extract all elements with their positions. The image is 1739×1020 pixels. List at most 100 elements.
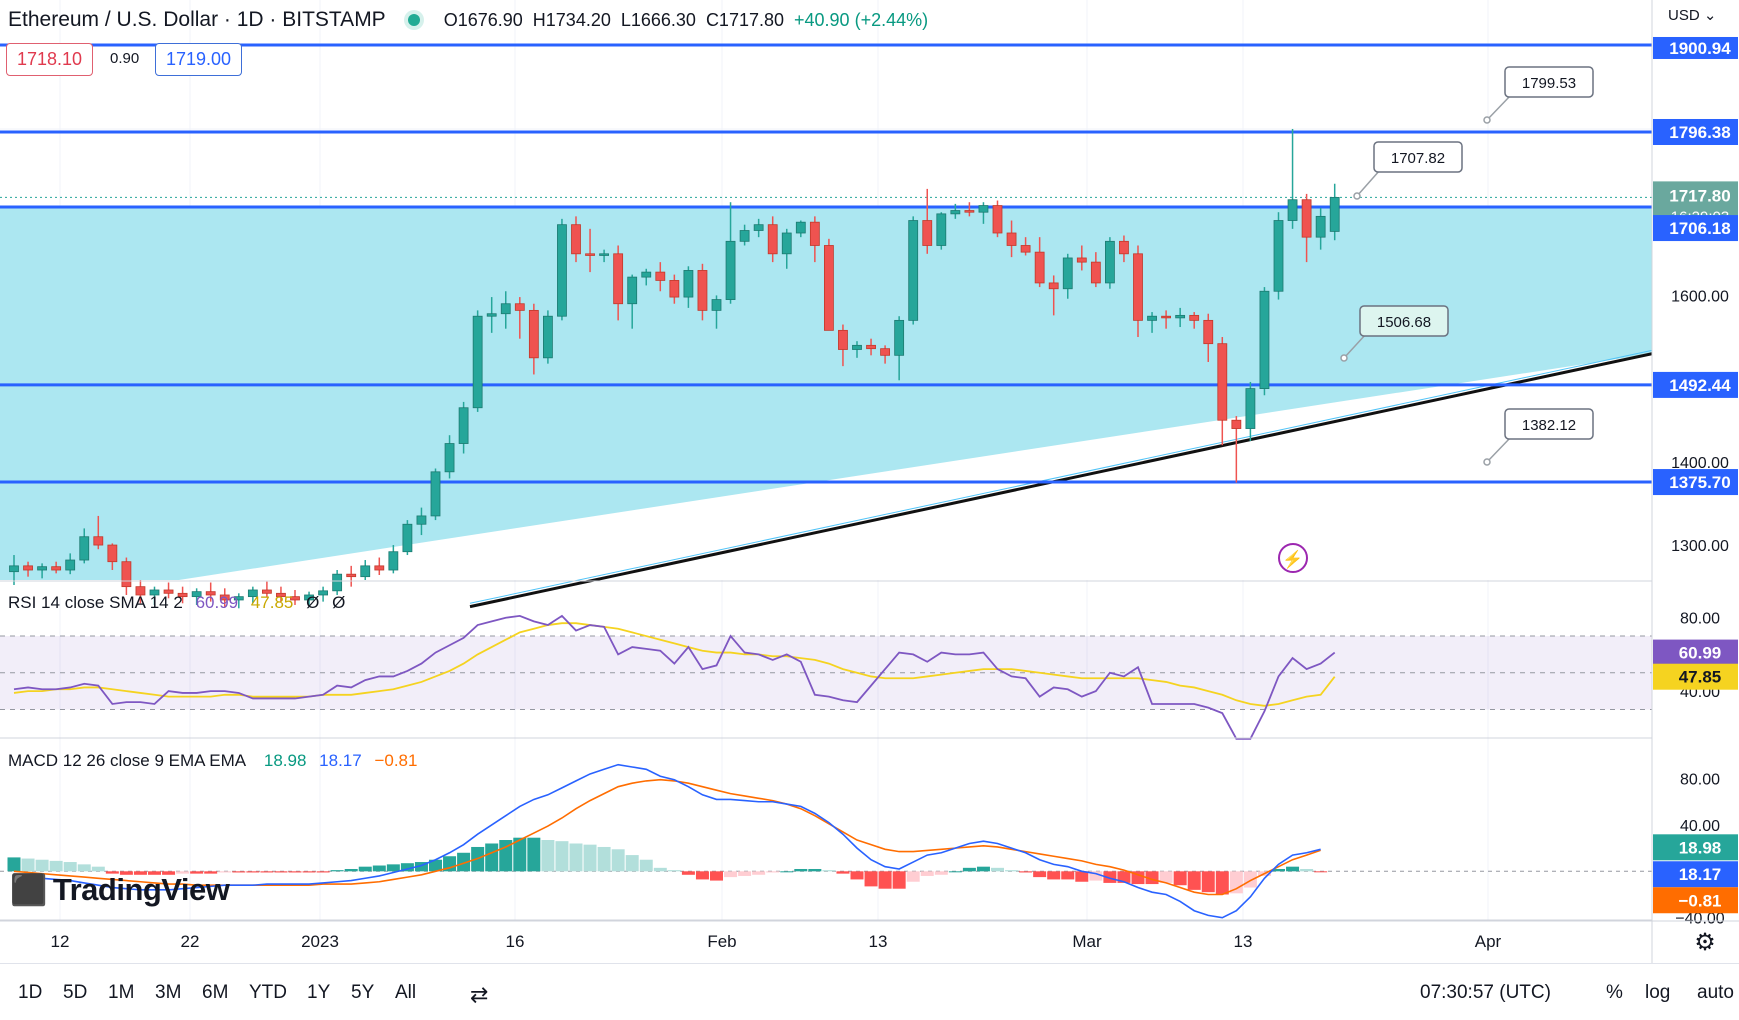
time-tick-label: Apr [1475, 932, 1502, 951]
macd-hist-value: 18.98 [263, 751, 307, 770]
candle-body [486, 313, 497, 317]
candle-body [1217, 343, 1228, 421]
macd-histogram-bar [1103, 871, 1117, 883]
candle-body [894, 319, 905, 356]
currency-label: USD [1668, 7, 1700, 24]
macd-histogram-bar [878, 871, 892, 889]
candle-body [37, 566, 47, 571]
candle-body [852, 344, 862, 350]
ohlc-open: O1676.90 [443, 9, 523, 30]
macd-histogram-bar [330, 870, 344, 872]
range-1y[interactable]: 1Y [307, 982, 331, 1003]
macd-tick-label: 80.00 [1680, 772, 1720, 789]
macd-histogram-bar [1019, 871, 1033, 873]
macd-histogram-bar [148, 871, 161, 875]
macd-histogram-bar [316, 871, 330, 873]
candle-body [346, 573, 357, 578]
macd-histogram-bar [625, 855, 639, 872]
range-1m[interactable]: 1M [108, 982, 135, 1003]
candle-body [908, 220, 919, 321]
price-pane: 1799.53 1707.82 1506.68 1382.12 ⚡ [0, 0, 1653, 920]
rsi-pane [0, 580, 1652, 740]
candle-body [1048, 282, 1059, 290]
candle-body [866, 344, 876, 350]
macd-histogram-bar [864, 871, 878, 887]
level-tag [1653, 215, 1738, 242]
callout-anchor [1483, 458, 1491, 466]
macd-histogram-bar [1229, 871, 1243, 894]
macd-histogram-bar [190, 871, 204, 874]
macd-histogram-bar [91, 866, 105, 872]
macd-tick-label: 40.00 [1680, 818, 1720, 835]
range-6m[interactable]: 6M [202, 982, 229, 1003]
candle-body [444, 443, 455, 473]
macd-histogram-bar [639, 859, 653, 872]
utc-clock[interactable]: 07:30:57 (UTC) [1420, 982, 1551, 1003]
range-all[interactable]: All [395, 982, 417, 1003]
candle-body [767, 224, 778, 255]
macd-title: MACD 12 26 close 9 EMA EMA [8, 751, 246, 770]
macd-histogram-bar [274, 871, 288, 873]
percent-toggle[interactable]: % [1606, 982, 1623, 1003]
date-range-icon[interactable]: ⇄ [470, 982, 489, 1007]
candle-body [472, 315, 483, 409]
symbol-title[interactable]: Ethereum / U.S. Dollar · 1D · BITSTAMP [8, 8, 386, 31]
rsi-legend[interactable]: RSI 14 close SMA 14 2 60.99 47.85 Ø Ø [8, 593, 345, 613]
rsi-sma-tag [1653, 663, 1738, 690]
macd-histogram-bar [105, 871, 119, 874]
rsi-na-2: Ø [332, 593, 346, 612]
candle-body [79, 536, 90, 561]
rsi-value-tag [1653, 639, 1738, 666]
candle-body [781, 232, 792, 255]
macd-histogram-bar [288, 871, 302, 873]
macd-legend[interactable]: MACD 12 26 close 9 EMA EMA 18.98 18.17 −… [8, 751, 417, 771]
macd-histogram-bar [513, 837, 527, 872]
candle-body [1175, 314, 1186, 319]
sell-price-button[interactable]: 1718.10 [6, 43, 94, 76]
time-tick-label: 13 [869, 932, 888, 951]
macd-histogram-bar [344, 868, 358, 872]
buy-price-button[interactable]: 1719.00 [155, 43, 243, 76]
range-5y[interactable]: 5Y [351, 982, 375, 1003]
time-tick-label: 2023 [301, 932, 339, 951]
currency-selector[interactable]: USD ⌄ [1668, 6, 1716, 24]
log-toggle[interactable]: log [1645, 982, 1671, 1003]
macd-histogram-bar [372, 865, 386, 872]
macd-histogram-bar [133, 871, 147, 875]
price-tick-label: 1300.00 [1671, 538, 1729, 555]
callout-box [1373, 141, 1463, 173]
macd-histogram-bar [1117, 871, 1131, 883]
range-1d[interactable]: 1D [18, 982, 43, 1003]
candle-body [557, 224, 567, 317]
level-tag [1653, 36, 1738, 59]
level-tag-text: 1796.38 [1669, 123, 1730, 142]
level-tag-text: 1706.18 [1669, 219, 1730, 238]
range-3m[interactable]: 3M [155, 982, 182, 1003]
candle-body [458, 407, 469, 444]
macd-histogram-bar [1215, 871, 1229, 895]
macd-histogram-bar [611, 849, 625, 872]
candle-body [1329, 196, 1340, 232]
macd-histogram-bar [822, 870, 836, 872]
candle-body [964, 210, 975, 213]
callout-box [1359, 305, 1449, 337]
callout-label: 1506.68 [1377, 314, 1431, 331]
callout-anchor [1340, 354, 1348, 362]
ohlc-close: C1717.80 [705, 9, 785, 30]
tradingview-logo[interactable]: ⬛ TradingView [10, 872, 230, 908]
macd-tick-label: −40.00 [1675, 911, 1724, 928]
ohlc-high: H1734.20 [532, 9, 611, 30]
range-ytd[interactable]: YTD [249, 982, 287, 1003]
macd-histogram-bar [1314, 871, 1328, 873]
bottom-toolbar: 1D 5D 1M 3M 6M YTD 1Y 5Y All ⇄ 07:30:57 … [0, 963, 1739, 1020]
candle-body [514, 303, 525, 311]
candle-body [683, 270, 694, 298]
macd-histogram-bar [850, 871, 864, 880]
level-tag-text: 1900.94 [1669, 39, 1731, 58]
candle-body [1034, 251, 1045, 284]
candle-body [880, 348, 890, 356]
auto-toggle[interactable]: auto [1697, 982, 1734, 1003]
macd-hist-tag-text: 18.98 [1679, 838, 1722, 857]
range-5d[interactable]: 5D [63, 982, 88, 1003]
